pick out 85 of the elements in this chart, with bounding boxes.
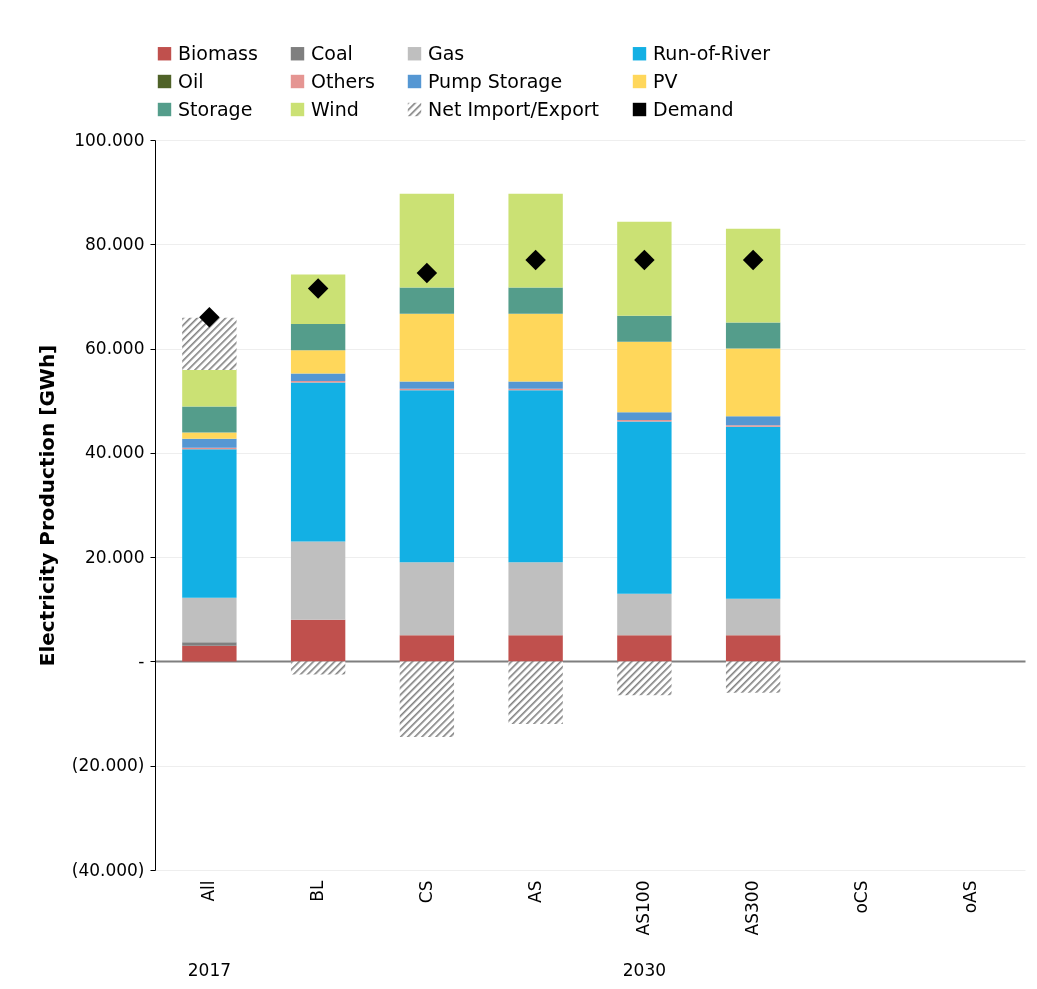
text: 2017 [187,960,232,980]
bar [617,421,672,594]
y-tick-label: 100.000 [74,129,145,150]
legend-label: Run-of-River [653,41,771,64]
bar [399,287,455,314]
legend-label: Net Import/Export [428,97,600,120]
bar [725,228,781,323]
bar [725,416,781,426]
text: 2030 [622,960,667,980]
bar [290,541,346,620]
bar [290,350,346,374]
x-tick-label: AS100 [633,880,654,936]
legend-label: Others [311,69,375,92]
point [525,249,546,271]
bar [399,313,455,382]
bar [617,661,672,696]
legend-label: Pump Storage [428,69,563,92]
bar [508,635,563,662]
bar [182,597,237,643]
legend-label: Oil [178,69,204,92]
bar [290,274,346,325]
bar [399,390,455,563]
bar [399,562,455,636]
y-tick-label: (40.000) [71,859,145,880]
legend-label: PV [653,69,678,92]
bar [508,381,563,389]
point [742,249,764,271]
bar [399,193,455,288]
point [199,307,220,328]
y-tick-label: 40.000 [85,442,145,463]
bar [617,635,672,662]
bar [290,382,346,542]
bar [182,406,237,433]
bar [182,449,237,598]
bar [290,324,346,351]
bar [617,412,672,421]
bar [725,322,781,349]
x-tick-label: oAS [959,880,980,914]
legend-label: Coal [311,41,353,64]
bar [508,313,563,382]
bar [725,598,781,636]
bar [725,635,781,662]
bar [182,642,237,646]
bar [290,619,346,662]
bar [725,661,781,693]
x-tick-label: oCS [850,880,871,914]
bar [508,390,563,563]
bar [617,593,672,636]
x-tick-label: All [198,880,219,902]
bar [617,315,672,342]
y-axis-title: Electricity Production [GWh] [34,344,59,667]
bar [508,661,563,724]
x-tick-label: AS300 [742,880,763,936]
x-tick-label: CS [415,880,436,904]
bar [399,635,455,662]
bar [725,426,781,599]
bar [182,317,237,370]
legend-label: Storage [178,97,253,120]
y-tick-label: (20.000) [71,755,145,776]
y-tick-label: 80.000 [85,233,145,254]
bar [399,381,455,389]
point [416,262,438,284]
bar [182,645,237,662]
bar [182,438,237,448]
bar [182,432,237,439]
bar [508,193,563,288]
y-tick-label: 60.000 [85,338,145,359]
y-tick-label: 20.000 [85,546,145,567]
bar [617,341,672,413]
legend-label: Wind [311,97,359,120]
bar [508,287,563,314]
bar [617,221,672,316]
legend-label: Gas [428,41,465,64]
legend-label: Demand [653,97,734,120]
x-tick-label: BL [307,879,328,902]
bar [290,373,346,381]
bar [290,661,346,675]
bar [725,348,781,417]
bar [182,369,237,407]
bar [508,562,563,636]
x-tick-label: AS [524,880,545,903]
legend-label: Biomass [178,41,258,64]
bar [399,661,455,738]
y-tick-label: - [138,650,145,671]
point [634,249,655,271]
